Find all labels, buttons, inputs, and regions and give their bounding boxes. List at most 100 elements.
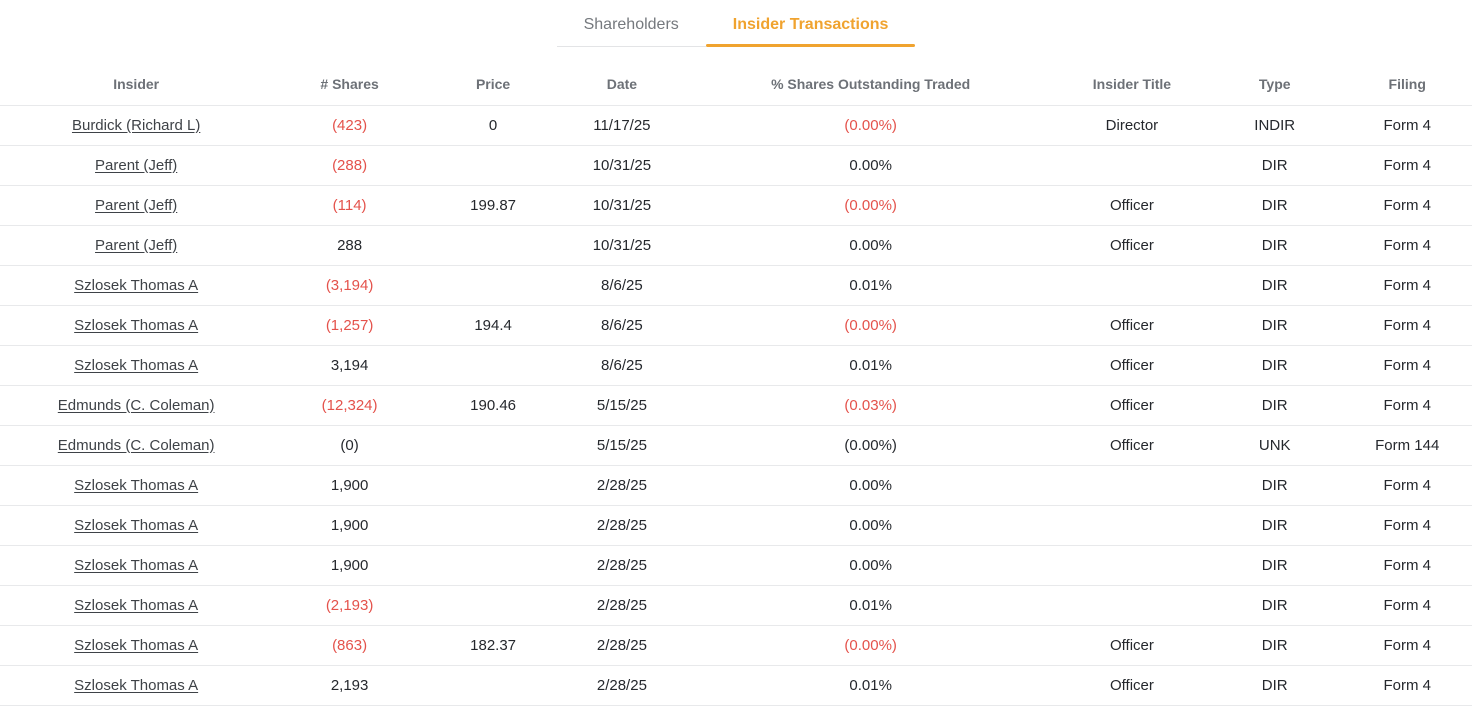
insider-link[interactable]: Szlosek Thomas A — [74, 276, 199, 294]
insider-cell: Szlosek Thomas A — [0, 665, 273, 706]
shares-cell: (3,194) — [272, 265, 427, 306]
filing-cell: Form 4 — [1342, 185, 1472, 226]
insider-title-cell: Officer — [1056, 385, 1207, 426]
type-cell: DIR — [1207, 305, 1343, 346]
filing-cell: Form 4 — [1342, 105, 1472, 146]
price-cell: 190.46 — [426, 385, 560, 426]
date-cell: 2/28/25 — [559, 545, 685, 586]
insider-cell: Edmunds (C. Coleman) — [0, 385, 273, 426]
type-cell: DIR — [1207, 345, 1343, 386]
date-cell: 2/28/25 — [559, 465, 685, 506]
col-header-shares: # Shares — [272, 63, 427, 106]
insider-link[interactable]: Szlosek Thomas A — [74, 596, 199, 614]
insider-link[interactable]: Parent (Jeff) — [95, 156, 178, 174]
type-cell: DIR — [1207, 625, 1343, 666]
shares-cell: (2,193) — [272, 585, 427, 626]
pct-outstanding-cell: (0.03%) — [684, 385, 1057, 426]
filing-cell: Form 4 — [1342, 465, 1472, 506]
type-cell: DIR — [1207, 385, 1343, 426]
price-cell — [426, 465, 560, 506]
table-row: Szlosek Thomas A (3,194) 8/6/25 0.01% DI… — [0, 265, 1472, 306]
insider-title-cell: Officer — [1056, 305, 1207, 346]
shares-cell: 3,194 — [272, 345, 427, 386]
insider-link[interactable]: Szlosek Thomas A — [74, 556, 199, 574]
shares-cell: 1,900 — [272, 545, 427, 586]
insider-title-cell: Officer — [1056, 345, 1207, 386]
insider-title-cell: Officer — [1056, 185, 1207, 226]
insider-link[interactable]: Szlosek Thomas A — [74, 476, 199, 494]
col-header-insider-title: Insider Title — [1056, 63, 1207, 106]
table-body: Burdick (Richard L) (423) 0 11/17/25 (0.… — [0, 105, 1472, 706]
insider-title-cell: Officer — [1056, 425, 1207, 466]
price-cell — [426, 665, 560, 706]
col-header-price: Price — [426, 63, 560, 106]
date-cell: 2/28/25 — [559, 625, 685, 666]
filing-cell: Form 4 — [1342, 505, 1472, 546]
shares-cell: (423) — [272, 105, 427, 146]
date-cell: 2/28/25 — [559, 665, 685, 706]
insider-title-cell: Officer — [1056, 225, 1207, 266]
date-cell: 5/15/25 — [559, 425, 685, 466]
insider-cell: Szlosek Thomas A — [0, 505, 273, 546]
filing-cell: Form 4 — [1342, 345, 1472, 386]
insider-link[interactable]: Szlosek Thomas A — [74, 356, 199, 374]
price-cell — [426, 145, 560, 186]
type-cell: DIR — [1207, 145, 1343, 186]
col-header-type: Type — [1207, 63, 1343, 106]
insider-cell: Szlosek Thomas A — [0, 625, 273, 666]
price-cell: 194.4 — [426, 305, 560, 346]
price-cell — [426, 585, 560, 626]
type-cell: DIR — [1207, 545, 1343, 586]
insider-link[interactable]: Szlosek Thomas A — [74, 636, 199, 654]
insider-cell: Parent (Jeff) — [0, 185, 273, 226]
insider-link[interactable]: Edmunds (C. Coleman) — [57, 396, 215, 414]
table-row: Szlosek Thomas A 2,193 2/28/25 0.01% Off… — [0, 665, 1472, 706]
insider-title-cell — [1056, 265, 1207, 306]
insider-cell: Szlosek Thomas A — [0, 305, 273, 346]
tab-insider-transactions[interactable]: Insider Transactions — [705, 5, 916, 47]
type-cell: UNK — [1207, 425, 1343, 466]
date-cell: 2/28/25 — [559, 505, 685, 546]
filing-cell: Form 4 — [1342, 145, 1472, 186]
shares-cell: (12,324) — [272, 385, 427, 426]
insider-link[interactable]: Edmunds (C. Coleman) — [57, 436, 215, 454]
table-row: Szlosek Thomas A 1,900 2/28/25 0.00% DIR… — [0, 545, 1472, 586]
pct-outstanding-cell: 0.00% — [684, 545, 1057, 586]
insider-title-cell — [1056, 505, 1207, 546]
shares-cell: (1,257) — [272, 305, 427, 346]
date-cell: 10/31/25 — [559, 185, 685, 226]
filing-cell: Form 144 — [1342, 425, 1472, 466]
insider-link[interactable]: Szlosek Thomas A — [74, 316, 199, 334]
insider-link[interactable]: Szlosek Thomas A — [74, 676, 199, 694]
type-cell: DIR — [1207, 225, 1343, 266]
table-header: Insider # Shares Price Date % Shares Out… — [0, 63, 1472, 106]
insider-title-cell — [1056, 585, 1207, 626]
date-cell: 8/6/25 — [559, 345, 685, 386]
table-row: Parent (Jeff) 288 10/31/25 0.00% Officer… — [0, 225, 1472, 266]
table-row: Szlosek Thomas A 1,900 2/28/25 0.00% DIR… — [0, 465, 1472, 506]
shares-cell: (114) — [272, 185, 427, 226]
insider-link[interactable]: Burdick (Richard L) — [71, 116, 201, 134]
col-header-date: Date — [559, 63, 685, 106]
price-cell — [426, 545, 560, 586]
type-cell: DIR — [1207, 465, 1343, 506]
price-cell — [426, 225, 560, 266]
pct-outstanding-cell: (0.00%) — [684, 625, 1057, 666]
pct-outstanding-cell: 0.00% — [684, 465, 1057, 506]
col-header-filing: Filing — [1342, 63, 1472, 106]
tab-bar: Shareholders Insider Transactions — [0, 0, 1472, 47]
date-cell: 5/15/25 — [559, 385, 685, 426]
table-row: Burdick (Richard L) (423) 0 11/17/25 (0.… — [0, 105, 1472, 146]
insider-title-cell — [1056, 545, 1207, 586]
col-header-insider: Insider — [0, 63, 273, 106]
pct-outstanding-cell: 0.00% — [684, 145, 1057, 186]
table-row: Edmunds (C. Coleman) (0) 5/15/25 (0.00%)… — [0, 425, 1472, 466]
insider-link[interactable]: Parent (Jeff) — [95, 196, 178, 214]
table-row: Parent (Jeff) (288) 10/31/25 0.00% DIR F… — [0, 145, 1472, 186]
tab-shareholders[interactable]: Shareholders — [556, 5, 706, 47]
insider-link[interactable]: Parent (Jeff) — [95, 236, 178, 254]
col-header-pct-outstanding: % Shares Outstanding Traded — [684, 63, 1057, 106]
insider-cell: Edmunds (C. Coleman) — [0, 425, 273, 466]
insider-link[interactable]: Szlosek Thomas A — [74, 516, 199, 534]
insider-cell: Szlosek Thomas A — [0, 465, 273, 506]
